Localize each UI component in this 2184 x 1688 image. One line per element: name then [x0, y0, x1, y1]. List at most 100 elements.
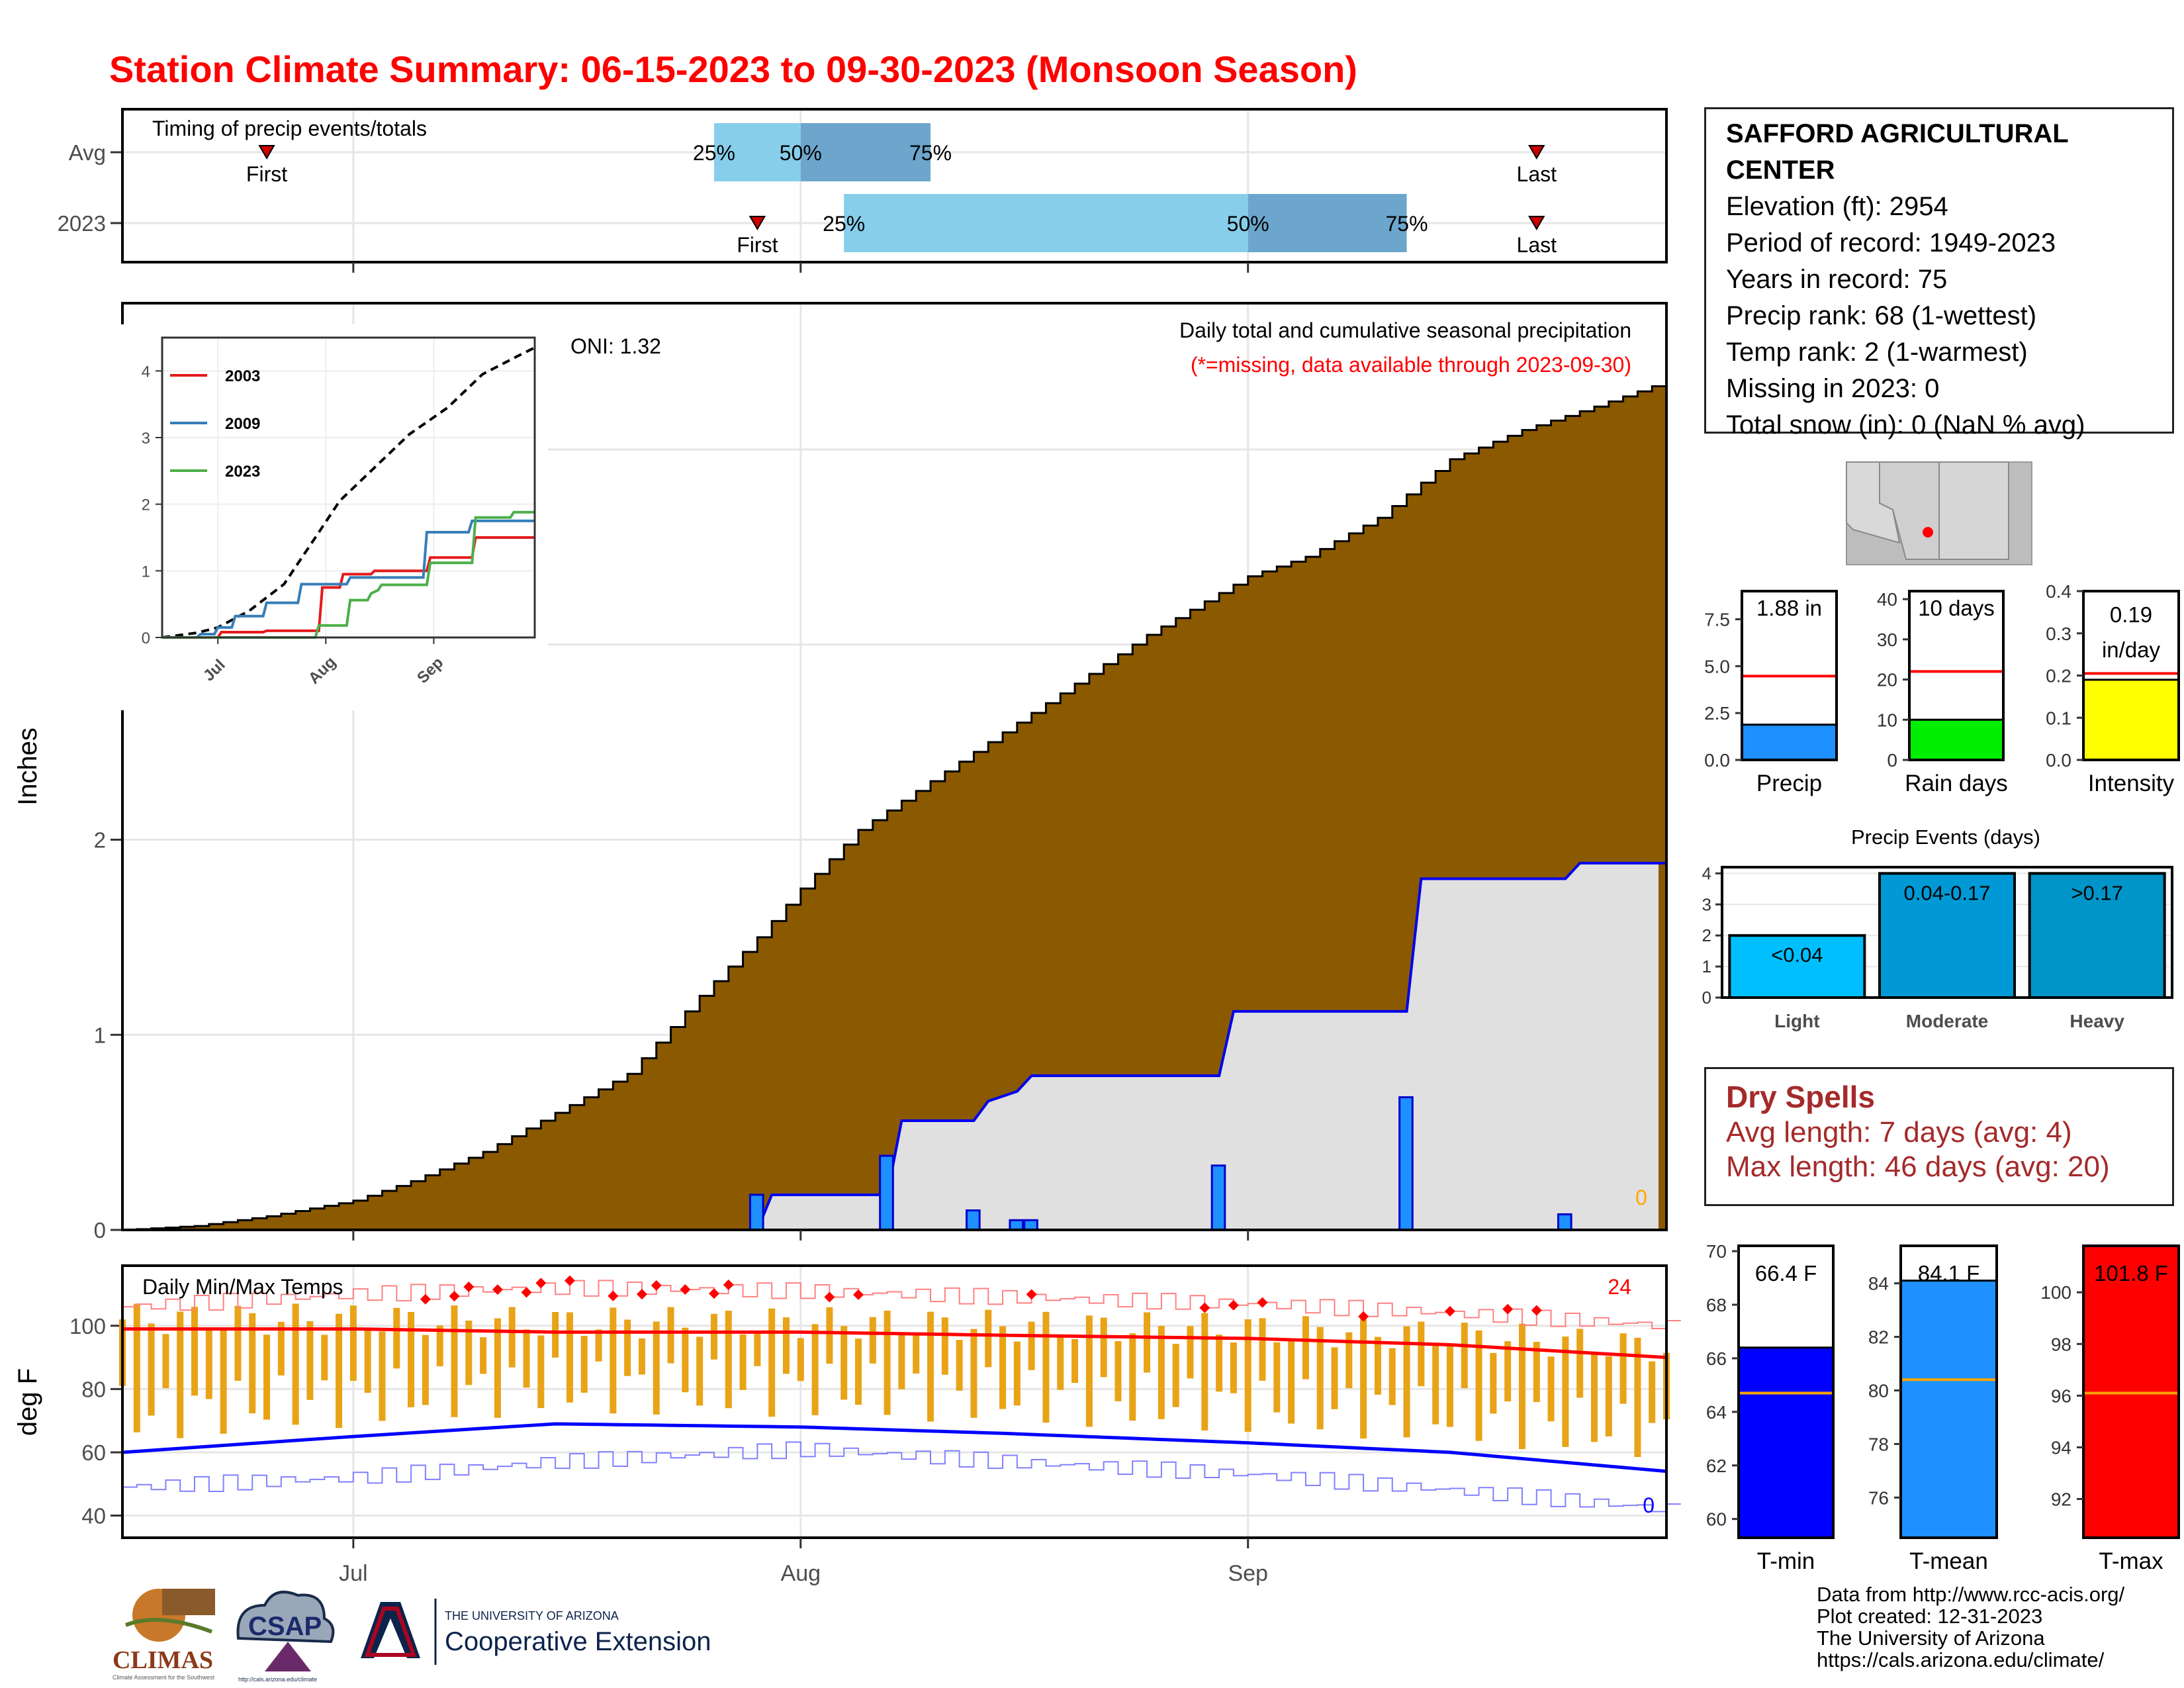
inset-y-tick-label: 1 — [142, 563, 150, 581]
station-info-box: SAFFORD AGRICULTURAL CENTER Elevation (f… — [1704, 107, 2174, 440]
record-high-marker — [1257, 1297, 1268, 1308]
daily-temp-bar — [321, 1335, 328, 1381]
summary-bar-Precip — [1741, 724, 1838, 761]
temp-summary-panel-border — [2082, 1244, 2180, 1539]
daily-temp-bar — [1461, 1323, 1468, 1389]
daily-temp-bar — [898, 1334, 905, 1389]
daily-temp-bar — [1158, 1325, 1165, 1419]
temp-summary-y-tick-label: 82 — [1868, 1327, 1889, 1348]
logos: CLIMAS Climate Assessment for the Southw… — [113, 1589, 711, 1683]
events-title: Precip Events (days) — [1851, 825, 2040, 849]
precip-y-tick-label: 1 — [94, 1023, 106, 1047]
events-y-tick-label: 1 — [1702, 957, 1711, 976]
timing-box-25-50 — [844, 194, 1248, 252]
summary-x-label: Intensity — [2088, 771, 2175, 796]
temp-summary-y-tick-label: 60 — [1706, 1509, 1727, 1530]
temp-summary-y-tick-label: 68 — [1706, 1295, 1727, 1315]
temp-summary-x-label: T-max — [2099, 1548, 2163, 1574]
cold-days-count: 0 — [1643, 1493, 1655, 1517]
timing-title: Timing of precip events/totals — [152, 117, 427, 140]
daily-temp-bar — [941, 1317, 948, 1375]
daily-temp-bar — [754, 1331, 761, 1366]
daily-precip-bar — [1557, 1213, 1572, 1231]
temp-summary-bar-T-min — [1737, 1346, 1835, 1539]
daily-temp-bar — [408, 1311, 415, 1407]
daily-temp-bar — [869, 1317, 876, 1364]
temps-y-tick-label: 60 — [81, 1440, 106, 1465]
daily-temp-bar — [854, 1338, 862, 1405]
temp-summary-x-label: T-mean — [1909, 1548, 1988, 1574]
timing-box-50-75 — [1248, 194, 1407, 252]
daily-temp-bar — [552, 1312, 559, 1358]
daily-temp-bar — [393, 1307, 400, 1369]
daily-temp-bar — [696, 1336, 704, 1406]
record-high-marker — [651, 1280, 662, 1291]
credits: Data from http://www.rcc-acis.org/ Plot … — [1817, 1583, 2124, 1671]
daily-temp-bar — [1446, 1345, 1453, 1427]
summary-y-tick-label: 5.0 — [1704, 656, 1730, 677]
daily-temp-bar — [956, 1340, 963, 1391]
timing-label-25: 25% — [823, 212, 865, 236]
daily-temp-bar — [508, 1307, 516, 1368]
events-bar-Light — [1728, 934, 1866, 999]
daily-temp-bar — [1172, 1344, 1179, 1407]
timing-marker-last — [1528, 145, 1545, 160]
events-bar-Heavy — [2028, 872, 2166, 1000]
timing-marker-first — [749, 216, 766, 230]
inset-y-tick-label: 4 — [142, 363, 150, 381]
temps-x-tick-label: Aug — [781, 1561, 821, 1586]
daily-temp-bar — [595, 1329, 602, 1362]
daily-temp-bar — [191, 1307, 199, 1396]
daily-temp-bar — [1360, 1317, 1367, 1439]
daily-temp-bar — [523, 1329, 530, 1388]
record-high-marker — [521, 1287, 532, 1298]
daily-temp-bar — [884, 1310, 891, 1415]
timing-label-first: First — [737, 233, 778, 257]
daily-temp-bar — [494, 1318, 501, 1418]
summary-y-tick-label: 7.5 — [1704, 610, 1730, 630]
precip-panel-border — [121, 302, 1668, 1231]
cumulative-2023-line — [122, 861, 1666, 1231]
daily-temp-bar — [1388, 1348, 1396, 1405]
daily-temp-bar — [1129, 1333, 1136, 1421]
inset-plot-area — [162, 338, 535, 637]
summary-y-tick-label: 0.4 — [2046, 581, 2071, 602]
daily-temp-bar — [653, 1321, 660, 1415]
daily-temp-bar — [811, 1324, 819, 1415]
daily-precip-bar — [1023, 1219, 1038, 1231]
temp-summary-y-tick-label: 64 — [1706, 1402, 1727, 1423]
daily-temp-bar — [205, 1330, 212, 1399]
record-high-marker — [1228, 1299, 1239, 1311]
daily-temp-bar — [480, 1337, 487, 1374]
temp-summary-x-label: T-min — [1757, 1548, 1815, 1574]
daily-temp-bar — [1057, 1335, 1064, 1390]
record-high-marker — [1026, 1289, 1037, 1300]
ua-logo-line2: Cooperative Extension — [445, 1627, 711, 1656]
summary-panel-border — [1741, 590, 1838, 761]
daily-temp-bar — [566, 1312, 573, 1403]
temp-summary-panel-border — [1899, 1244, 1998, 1539]
summary-y-tick-label: 0.2 — [2046, 666, 2071, 686]
temp-summary-panel-border — [1737, 1244, 1835, 1539]
daily-temp-bar — [913, 1335, 920, 1374]
daily-temp-bar — [465, 1321, 473, 1385]
timing-label-first: First — [246, 162, 287, 186]
events-bar-label: 0.04-0.17 — [1904, 881, 1991, 904]
timing-label-last: Last — [1517, 162, 1557, 186]
daily-temp-bar — [1547, 1356, 1555, 1422]
daily-temp-bar — [1504, 1341, 1512, 1402]
daily-temp-bar — [364, 1329, 371, 1393]
daily-temp-bar — [436, 1325, 443, 1366]
daily-temp-bar — [580, 1336, 588, 1393]
daily-temp-bar — [1649, 1361, 1656, 1423]
map-state-nm — [1938, 461, 2009, 560]
temp-summary-y-tick-label: 96 — [2051, 1385, 2071, 1406]
summary-panel-border — [1908, 590, 2005, 761]
record-high-marker — [1358, 1311, 1369, 1322]
daily-temp-bar — [1619, 1333, 1627, 1404]
oni-label: ONI: 1.32 — [570, 334, 661, 358]
timing-label-75: 75% — [909, 141, 952, 165]
cumulative-2023-area — [122, 863, 1666, 1230]
daily-temp-bar — [133, 1303, 140, 1432]
temps-x-tick-label: Sep — [1228, 1561, 1268, 1586]
